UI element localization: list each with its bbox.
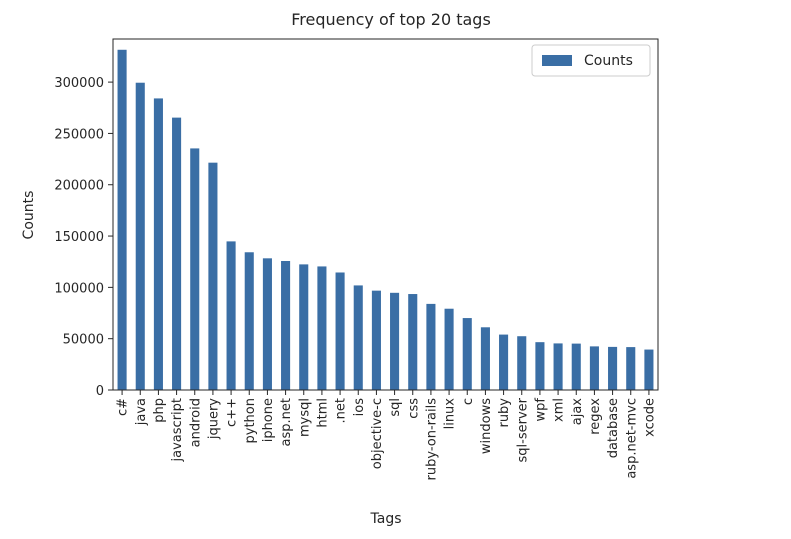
x-tick-label: css	[406, 398, 421, 419]
y-axis-label: Counts	[21, 191, 37, 240]
x-tick-label: database	[606, 398, 621, 458]
y-tick-label: 0	[96, 384, 104, 399]
y-tick-label: 50000	[63, 333, 104, 348]
x-tick-label: javascript	[170, 398, 185, 462]
bar-10	[299, 264, 309, 390]
x-axis-label: Tags	[370, 511, 402, 527]
x-tick-label: c#	[116, 398, 131, 416]
bar-16	[408, 294, 418, 390]
x-tick-label: windows	[479, 398, 494, 454]
x-tick-label: html	[315, 398, 330, 428]
bar-4	[190, 148, 200, 390]
bar-15	[390, 292, 400, 390]
y-tick-label: 250000	[54, 127, 104, 142]
bar-13	[353, 285, 363, 390]
x-tick-label: xml	[552, 398, 567, 422]
bar-22	[517, 336, 527, 390]
x-tick-label: objective-c	[370, 398, 385, 469]
plot-frame	[112, 38, 659, 391]
bar-2	[153, 98, 163, 391]
x-tick-label: .net	[334, 398, 349, 423]
x-tick-label: ruby-on-rails	[424, 398, 439, 481]
x-tick-label: c++	[225, 398, 240, 427]
y-tick-label: 300000	[54, 76, 104, 91]
bar-18	[444, 308, 454, 390]
bar-21	[499, 334, 509, 390]
x-tick-label: python	[243, 398, 258, 443]
bar-5	[208, 162, 218, 390]
x-tick-label: c	[461, 398, 476, 405]
bar-20	[480, 327, 490, 390]
bar-7	[244, 252, 254, 390]
x-tick-label: iphone	[261, 398, 276, 442]
x-tick-label: linux	[443, 398, 458, 430]
legend-label: Counts	[584, 53, 633, 69]
x-tick-label: sql-server	[515, 397, 530, 462]
bar-6	[226, 241, 236, 390]
x-tick-label: ios	[352, 398, 367, 417]
bar-17	[426, 303, 436, 390]
x-tick-label: php	[152, 398, 167, 423]
bar-14	[371, 290, 381, 390]
y-axis-ticks: 0 50000 100000 150000 200000 250000 300000	[54, 76, 113, 399]
bar-25	[571, 343, 581, 390]
x-tick-label: asp.net	[279, 398, 294, 446]
bar-11	[317, 266, 327, 390]
bar-26	[589, 346, 599, 390]
x-tick-label: asp.net-mvc	[624, 398, 639, 479]
bar-29	[644, 349, 654, 390]
bar-24	[553, 343, 563, 390]
x-tick-label: xcode	[642, 398, 657, 437]
x-tick-label: regex	[588, 398, 603, 435]
y-tick-label: 200000	[54, 179, 104, 194]
bar-23	[535, 342, 545, 390]
y-tick-label: 150000	[54, 230, 104, 245]
legend-swatch	[542, 55, 572, 66]
x-tick-label: ruby	[497, 398, 512, 428]
x-tick-label: sql	[388, 398, 403, 417]
x-axis-ticks: c# java php javascript android jquery c++ pytho…	[116, 390, 657, 481]
x-tick-label: jquery	[206, 398, 221, 440]
legend: Counts	[531, 44, 651, 77]
bars-group	[117, 49, 654, 391]
y-tick-label: 100000	[54, 281, 104, 296]
bar-1	[135, 82, 145, 390]
bar-28	[626, 347, 636, 390]
x-tick-label: ajax	[570, 398, 585, 426]
bar-9	[281, 260, 291, 390]
bar-12	[335, 272, 345, 390]
bar-27	[608, 346, 618, 390]
bar-8	[262, 258, 272, 390]
legend-frame	[531, 44, 651, 77]
x-tick-label: android	[188, 398, 203, 447]
bar-19	[462, 318, 472, 390]
x-tick-label: java	[134, 398, 149, 426]
chart-title: Frequency of top 20 tags	[291, 10, 491, 29]
x-tick-label: mysql	[297, 398, 312, 437]
x-tick-label: wpf	[533, 398, 548, 422]
bar-0	[117, 49, 127, 390]
bar-3	[172, 117, 182, 391]
